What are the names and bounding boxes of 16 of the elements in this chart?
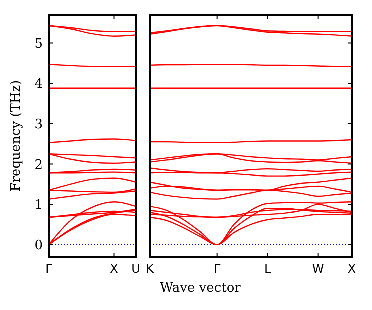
x-tick-label: Γ [214, 262, 221, 276]
y-tick-label: 1 [34, 198, 43, 214]
x-axis-title: Wave vector [160, 281, 242, 296]
x-tick-label: Γ [46, 262, 53, 276]
x-tick-label: X [348, 262, 356, 276]
y-tick-label: 2 [34, 158, 43, 173]
y-tick-label: 4 [34, 77, 43, 92]
x-tick-label: U [132, 262, 140, 276]
x-tick-label: W [312, 262, 324, 276]
y-tick-label: 5 [34, 36, 43, 52]
x-tick-label: L [264, 262, 272, 276]
x-tick-label: X [110, 262, 118, 276]
y-tick-label: 0 [34, 238, 43, 254]
y-axis-title: Frequency (THz) [9, 80, 24, 192]
y-tick-label: 3 [34, 117, 43, 132]
x-tick-label: K [146, 262, 156, 276]
